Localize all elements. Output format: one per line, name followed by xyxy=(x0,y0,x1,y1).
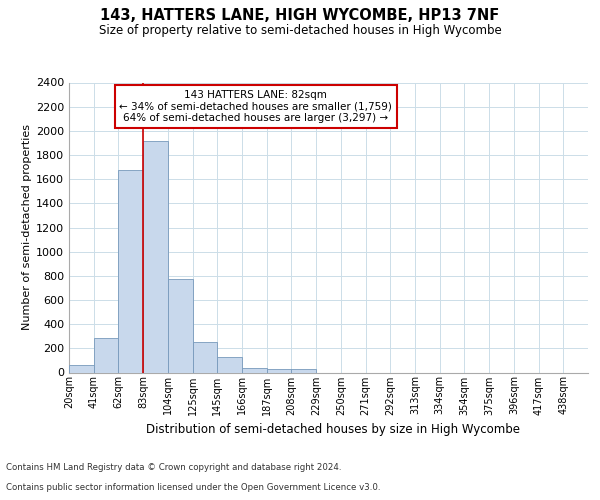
Bar xyxy=(118,170,143,372)
Bar xyxy=(217,357,242,372)
Text: Contains public sector information licensed under the Open Government Licence v3: Contains public sector information licen… xyxy=(6,484,380,492)
Bar xyxy=(193,342,217,372)
Bar xyxy=(168,279,193,372)
Bar xyxy=(69,365,94,372)
Text: Distribution of semi-detached houses by size in High Wycombe: Distribution of semi-detached houses by … xyxy=(146,422,520,436)
Text: 143, HATTERS LANE, HIGH WYCOMBE, HP13 7NF: 143, HATTERS LANE, HIGH WYCOMBE, HP13 7N… xyxy=(100,8,500,22)
Bar xyxy=(292,369,316,372)
Bar xyxy=(242,368,267,372)
Y-axis label: Number of semi-detached properties: Number of semi-detached properties xyxy=(22,124,32,330)
Text: Size of property relative to semi-detached houses in High Wycombe: Size of property relative to semi-detach… xyxy=(98,24,502,37)
Bar xyxy=(143,140,168,372)
Text: Contains HM Land Registry data © Crown copyright and database right 2024.: Contains HM Land Registry data © Crown c… xyxy=(6,464,341,472)
Text: 143 HATTERS LANE: 82sqm
← 34% of semi-detached houses are smaller (1,759)
64% of: 143 HATTERS LANE: 82sqm ← 34% of semi-de… xyxy=(119,90,392,123)
Bar xyxy=(94,338,118,372)
Bar xyxy=(267,369,292,372)
